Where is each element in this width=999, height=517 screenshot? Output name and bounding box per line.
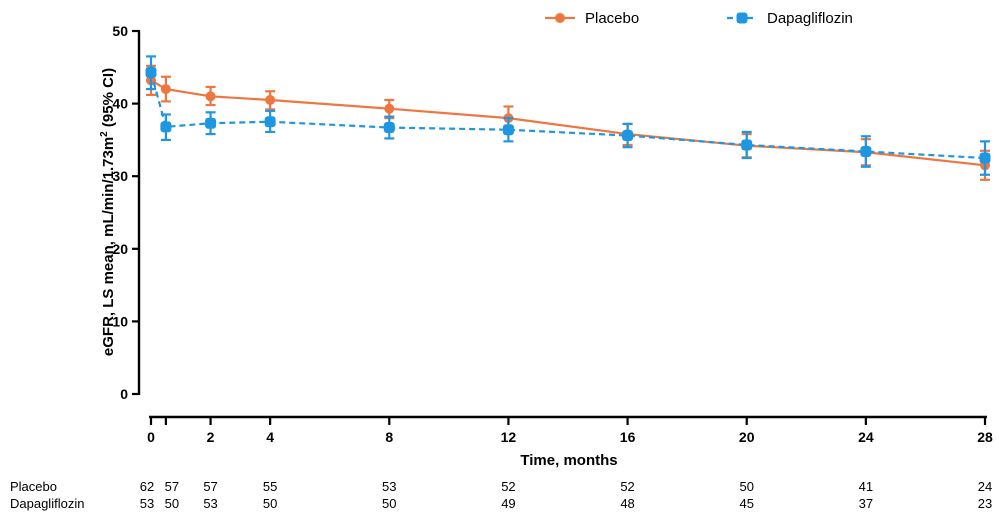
at-risk-value: 52 (620, 479, 634, 494)
at-risk-value: 55 (263, 479, 277, 494)
legend-label: Placebo (585, 10, 639, 27)
x-axis-title: Time, months (520, 452, 617, 469)
data-point (265, 116, 276, 127)
x-tick-label: 2 (207, 429, 215, 445)
legend-marker (555, 13, 565, 23)
x-tick-label: 24 (858, 429, 874, 445)
x-tick-label: 28 (977, 429, 993, 445)
data-point (205, 118, 216, 129)
data-point (206, 91, 216, 101)
x-tick-label: 12 (501, 429, 517, 445)
at-risk-value: 37 (859, 496, 873, 511)
data-point (503, 124, 514, 135)
at-risk-value: 49 (501, 496, 515, 511)
data-point (741, 139, 752, 150)
at-risk-value: 53 (140, 496, 154, 511)
at-risk-table: Placebo 62 57 57 55 53 52 52 50 41 24 Dapagliflozin… (10, 479, 992, 511)
y-tick-label: 0 (120, 386, 128, 402)
x-tick-label: 20 (739, 429, 755, 445)
at-risk-row-dapagliflozin: Dapagliflozin 53 50 53 50 50 49 48 45 37 23 (10, 496, 992, 511)
at-risk-value: 57 (165, 479, 179, 494)
x-tick-label: 0 (147, 429, 155, 445)
x-tick-label: 16 (620, 429, 636, 445)
data-point (384, 122, 395, 133)
at-risk-value: 45 (739, 496, 753, 511)
data-point (384, 104, 394, 114)
y-tick-label: 50 (112, 23, 128, 39)
data-point (265, 95, 275, 105)
data-point (860, 146, 871, 157)
at-risk-value: 41 (859, 479, 873, 494)
at-risk-value: 48 (620, 496, 634, 511)
at-risk-value: 24 (978, 479, 992, 494)
x-tick-label: 4 (266, 429, 274, 445)
legend-item-dapagliflozin: Dapagliflozin (727, 10, 853, 27)
legend-item-placebo: Placebo (545, 10, 639, 27)
at-risk-value: 50 (263, 496, 277, 511)
y-axis-title: eGFR, LS mean, mL/min/1.73m2 (95% CI) (99, 68, 117, 356)
at-risk-value: 57 (203, 479, 217, 494)
series-dapagliflozin (146, 56, 991, 174)
data-point (980, 153, 991, 164)
data-point (622, 130, 633, 141)
at-risk-value: 50 (165, 496, 179, 511)
at-risk-value: 50 (739, 479, 753, 494)
at-risk-value: 50 (382, 496, 396, 511)
at-risk-label: Placebo (10, 479, 57, 494)
series-line (151, 80, 985, 165)
legend-marker (737, 13, 748, 24)
at-risk-value: 53 (382, 479, 396, 494)
series-line (151, 72, 985, 158)
legend-label: Dapagliflozin (767, 10, 853, 27)
at-risk-value: 52 (501, 479, 515, 494)
at-risk-label: Dapagliflozin (10, 496, 84, 511)
series-layer (146, 56, 991, 179)
at-risk-row-placebo: Placebo 62 57 57 55 53 52 52 50 41 24 (10, 479, 992, 494)
legend: Placebo Dapagliflozin (545, 10, 853, 27)
data-point (161, 84, 171, 94)
data-point (146, 67, 157, 78)
data-point (160, 121, 171, 132)
at-risk-value: 53 (203, 496, 217, 511)
at-risk-value: 62 (140, 479, 154, 494)
at-risk-value: 23 (978, 496, 992, 511)
x-tick-label: 8 (385, 429, 393, 445)
